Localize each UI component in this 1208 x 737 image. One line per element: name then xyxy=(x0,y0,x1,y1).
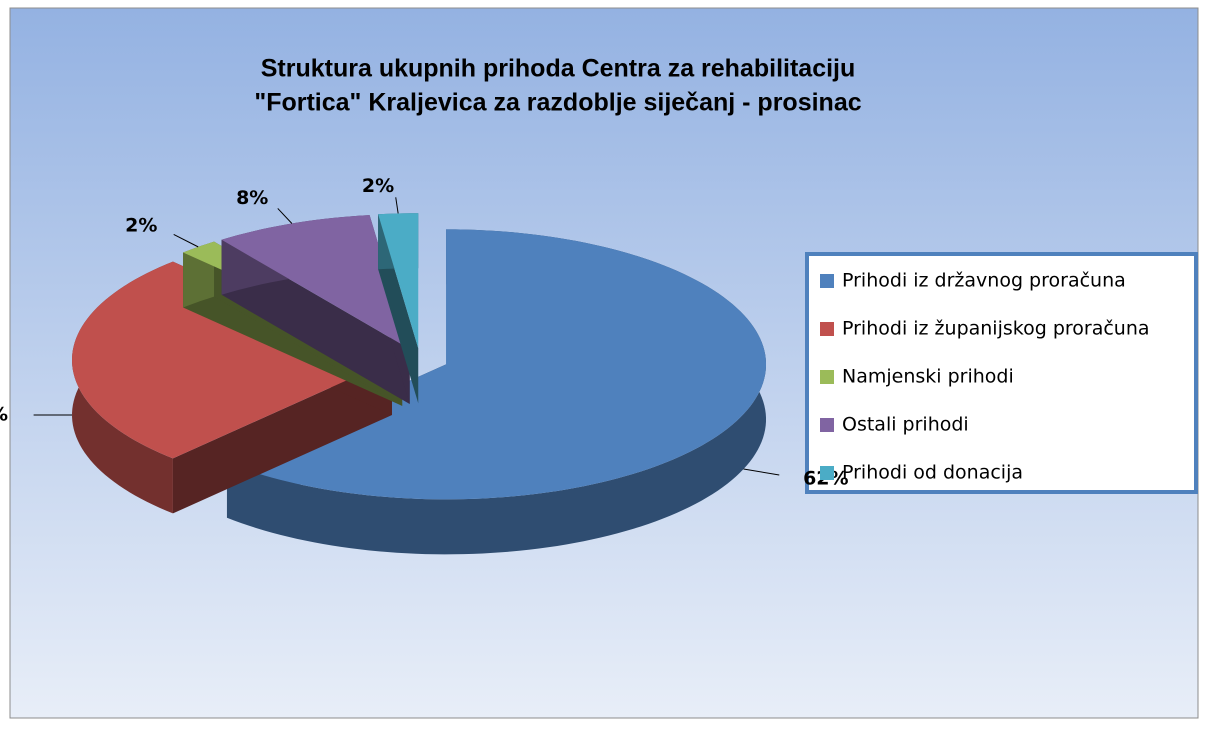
leader-line xyxy=(743,468,780,476)
leader-line xyxy=(395,197,399,214)
slice-wall xyxy=(226,229,767,555)
legend-label: Prihodi iz županijskog proračuna xyxy=(842,318,1150,340)
legend-label: Ostali prihodi xyxy=(842,414,969,436)
slice-top xyxy=(378,213,419,349)
legend-label: Prihodi od donacija xyxy=(842,462,1023,484)
legend-swatch xyxy=(820,418,834,432)
legend xyxy=(805,252,1198,494)
slice-top xyxy=(72,261,393,459)
chart-title: Struktura ukupnih prihoda Centra za reha… xyxy=(261,55,856,83)
legend-label: Prihodi iz državnog proračuna xyxy=(842,270,1126,292)
slice-top xyxy=(226,229,767,500)
data-label: 2% xyxy=(362,175,394,197)
legend-swatch xyxy=(820,466,834,480)
legend-swatch xyxy=(820,274,834,288)
slice-side xyxy=(172,360,392,514)
leader-line xyxy=(277,208,293,224)
leader-line xyxy=(173,233,199,248)
data-label: 26% xyxy=(0,404,8,426)
slice-top xyxy=(221,215,410,350)
chart-title: "Fortica" Kraljevica za razdoblje siječa… xyxy=(254,89,861,117)
legend-swatch xyxy=(820,370,834,384)
legend-label: Namjenski prihodi xyxy=(842,366,1014,388)
data-label: 8% xyxy=(236,187,268,209)
pie-slice xyxy=(378,213,419,404)
data-label: 2% xyxy=(125,215,157,237)
legend-swatch xyxy=(820,322,834,336)
